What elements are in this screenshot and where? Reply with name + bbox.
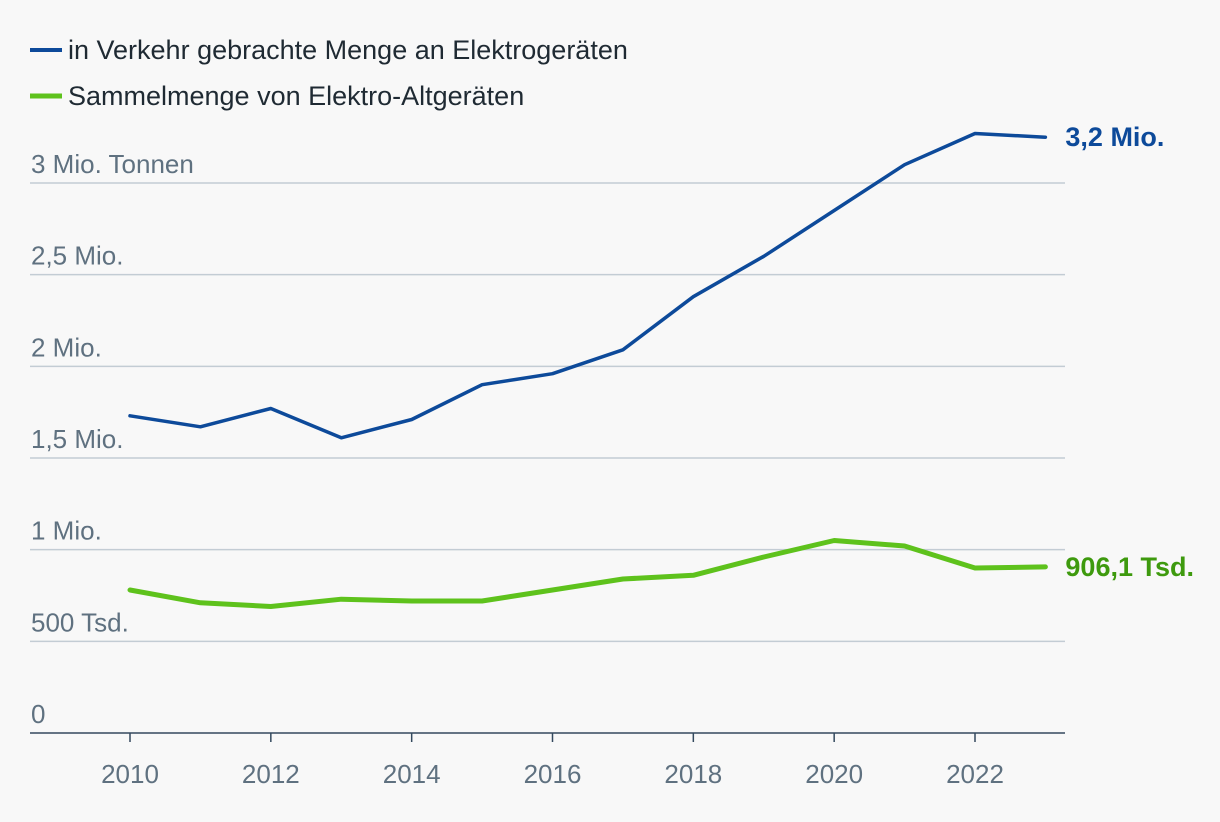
legend-label-series-2: Sammelmenge von Elektro-Altgeräten [68, 81, 524, 111]
x-tick-label: 2016 [524, 759, 582, 789]
series-line-2 [127, 538, 1048, 609]
end-labels: 3,2 Mio. 906,1 Tsd. [1065, 122, 1194, 582]
end-label-series-2: 906,1 Tsd. [1065, 552, 1194, 582]
series-lines [127, 131, 1048, 609]
x-tick-label: 2012 [242, 759, 300, 789]
legend: in Verkehr gebrachte Menge an Elektroger… [30, 35, 628, 111]
x-tick-label: 2014 [383, 759, 441, 789]
y-axis-tick-labels: 0 500 Tsd. 1 Mio. 1,5 Mio. 2 Mio. 2,5 Mio. 3 M… [31, 149, 194, 729]
x-tick-label: 2022 [946, 759, 1004, 789]
x-tick-label: 2010 [101, 759, 159, 789]
gridlines [30, 182, 1065, 643]
x-axis: 2010 2012 2014 2016 2018 2020 2022 [30, 732, 1065, 789]
y-tick-label: 500 Tsd. [31, 607, 129, 637]
y-tick-label: 2,5 Mio. [31, 241, 124, 271]
x-tick-label: 2020 [805, 759, 863, 789]
y-tick-label: 2 Mio. [31, 332, 102, 362]
y-tick-label: 1,5 Mio. [31, 424, 124, 454]
y-tick-label: 1 Mio. [31, 516, 102, 546]
x-tick-label: 2018 [664, 759, 722, 789]
end-label-series-1: 3,2 Mio. [1065, 122, 1164, 152]
y-tick-label: 0 [31, 699, 45, 729]
series-line-1 [128, 131, 1048, 440]
y-tick-label: 3 Mio. Tonnen [31, 149, 194, 179]
legend-label-series-1: in Verkehr gebrachte Menge an Elektroger… [68, 35, 628, 65]
